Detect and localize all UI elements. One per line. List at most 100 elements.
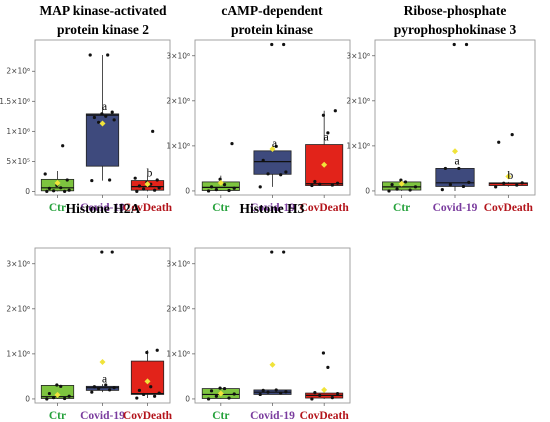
data-point <box>321 351 326 355</box>
category-label: CovDeath <box>300 410 350 422</box>
data-point <box>214 394 218 398</box>
significance-label: a <box>102 101 107 113</box>
data-point <box>149 182 153 186</box>
data-point <box>100 250 104 254</box>
data-point <box>326 131 330 135</box>
box-Covid-19 <box>435 168 475 187</box>
data-point <box>153 188 157 192</box>
data-point <box>218 386 222 390</box>
data-point <box>227 188 231 193</box>
y-tick-label: 3×10⁶ <box>166 51 190 60</box>
category-label: CovDeath <box>123 202 173 214</box>
y-tick-label: 3×10⁶ <box>166 259 190 268</box>
data-point <box>266 390 270 394</box>
data-point <box>142 392 146 397</box>
panel-title: Ribose-phosphate <box>404 3 507 18</box>
y-tick-label: 0 <box>185 186 190 195</box>
data-point <box>133 176 137 180</box>
y-tick-label: 0 <box>25 187 30 196</box>
data-point <box>494 185 498 189</box>
data-point <box>92 115 96 120</box>
data-point <box>157 186 161 190</box>
significance-label: b <box>147 168 153 180</box>
category-label: Ctr <box>212 410 229 422</box>
data-point <box>408 188 412 192</box>
data-point <box>104 114 108 118</box>
category-label: Ctr <box>212 202 229 214</box>
category-label: Covid-19 <box>433 202 478 214</box>
data-point <box>155 348 159 352</box>
data-point <box>452 42 456 47</box>
y-tick-label: 1×10⁶ <box>166 141 190 150</box>
data-point <box>440 187 444 192</box>
category-label: CovDeath <box>300 202 350 214</box>
data-point <box>90 390 94 394</box>
data-point <box>151 129 155 133</box>
panel-title: Histone H2A <box>66 201 141 216</box>
category-label: Ctr <box>393 202 410 214</box>
data-point <box>222 386 227 391</box>
mean-marker <box>99 120 106 127</box>
data-point <box>284 170 288 174</box>
data-point <box>284 390 288 394</box>
panel-title: pyrophosphokinase 3 <box>394 22 517 37</box>
data-point <box>157 391 161 395</box>
data-point <box>520 181 524 185</box>
data-point <box>137 184 141 188</box>
category-label: Covid-19 <box>80 202 125 214</box>
data-point <box>310 397 314 401</box>
data-point <box>395 187 399 191</box>
data-point <box>258 185 262 189</box>
data-point <box>209 185 214 189</box>
data-point <box>88 53 92 57</box>
data-point <box>461 184 466 189</box>
data-point <box>97 386 101 391</box>
box-Covid-19 <box>85 385 120 391</box>
y-tick-label: 3×10⁶ <box>6 259 30 268</box>
mean-marker <box>321 161 328 168</box>
data-point <box>403 180 408 184</box>
data-point <box>65 178 69 182</box>
mean-marker <box>269 146 276 153</box>
data-point <box>282 42 286 47</box>
data-point <box>335 181 340 185</box>
data-point <box>448 183 452 187</box>
data-point <box>100 112 104 116</box>
data-point <box>52 395 56 400</box>
data-point <box>90 178 94 183</box>
data-point <box>467 180 471 184</box>
data-point <box>63 189 67 193</box>
data-point <box>279 391 283 395</box>
y-tick-label: 0 <box>365 186 370 195</box>
data-point <box>155 178 159 182</box>
mean-marker <box>54 179 61 186</box>
panel-frame <box>194 247 351 404</box>
data-point <box>45 189 49 193</box>
significance-label: a <box>102 373 107 385</box>
data-point <box>214 187 218 192</box>
data-point <box>135 189 139 193</box>
category-label: CovDeath <box>123 410 173 422</box>
data-point <box>390 183 394 187</box>
data-point <box>502 181 506 185</box>
box-CovDeath <box>130 360 165 395</box>
chart-panel-4: Histone H2A 0 1×10⁶ 2×10⁶ 3×10⁶ Ctr Covid-19 a C… <box>6 201 172 422</box>
data-point <box>266 172 270 176</box>
y-tick-label: 1×10⁶ <box>166 349 190 358</box>
data-point <box>67 188 71 192</box>
data-point <box>270 250 274 254</box>
data-point <box>318 393 322 397</box>
data-point <box>413 185 418 189</box>
data-point <box>387 189 391 193</box>
data-point <box>106 53 110 57</box>
data-point <box>209 389 214 393</box>
y-tick-label: 2×10⁶ <box>6 304 30 313</box>
mean-marker <box>144 378 151 385</box>
category-label: CovDeath <box>484 202 534 214</box>
data-point <box>110 250 114 254</box>
category-label: Covid-19 <box>250 410 295 422</box>
y-tick-label: 2×10⁶ <box>166 96 190 105</box>
data-point <box>142 187 146 191</box>
y-tick-label: 3×10⁶ <box>346 51 370 60</box>
